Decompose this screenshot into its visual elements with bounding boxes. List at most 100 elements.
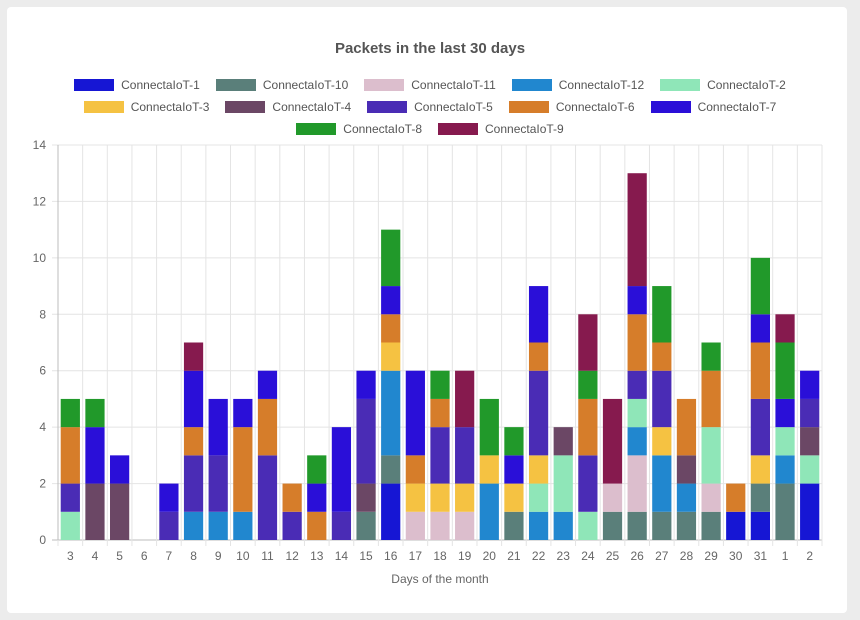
bar-segment (701, 370, 721, 428)
bar-segment (800, 427, 820, 456)
bar-segment (257, 398, 278, 456)
bar-segment (60, 511, 80, 540)
legend-item[interactable]: ConnectaIoT-2 (660, 78, 786, 92)
legend-label: ConnectaIoT-7 (697, 100, 777, 114)
legend-item[interactable]: ConnectaIoT-1 (74, 78, 200, 92)
legend-swatch (508, 101, 549, 113)
x-tick-label: 4 (92, 549, 99, 563)
legend-label: ConnectaIoT-3 (130, 100, 210, 114)
bar-segment (775, 455, 795, 484)
y-tick-label: 10 (33, 251, 47, 265)
bar-segment (455, 483, 475, 512)
bar-segment (528, 286, 549, 343)
legend-item[interactable]: ConnectaIoT-10 (215, 78, 349, 92)
bar-segment (208, 511, 228, 540)
bar-segment (430, 398, 450, 428)
bar-segment (750, 398, 770, 456)
bar-segment (430, 511, 450, 540)
bar-segment (627, 455, 647, 512)
bar-segment (578, 314, 598, 371)
bar-segment (183, 370, 204, 428)
bar-segment (381, 370, 401, 456)
x-tick-label: 13 (310, 549, 324, 563)
x-tick-label: 16 (384, 549, 398, 563)
bar-segment (578, 398, 598, 456)
bar-segment (775, 483, 795, 540)
legend-item[interactable]: ConnectaIoT-4 (225, 100, 351, 114)
x-tick-label: 21 (507, 549, 521, 563)
legend-label: ConnectaIoT-10 (262, 78, 349, 92)
legend-label: ConnectaIoT-11 (411, 78, 496, 92)
bar-segment (504, 483, 524, 512)
bar-segment (750, 511, 770, 540)
bar-segment (430, 370, 450, 399)
y-tick-label: 12 (33, 194, 47, 208)
bar-segment (800, 370, 820, 399)
bar-segment (701, 483, 721, 512)
bar-segment (257, 455, 278, 540)
legend-swatch (367, 101, 408, 113)
bar-segment (504, 427, 524, 456)
x-tick-label: 29 (704, 549, 718, 563)
x-tick-label: 10 (236, 549, 250, 563)
bar-segment (381, 314, 401, 343)
bar-segment (528, 370, 549, 456)
legend-label: ConnectaIoT-9 (485, 122, 564, 136)
legend-item[interactable]: ConnectaIoT-12 (511, 78, 644, 92)
legend-item[interactable]: ConnectaIoT-8 (296, 122, 422, 136)
bar-segment (627, 511, 647, 540)
bar-segment (208, 455, 228, 512)
bar-segment (528, 511, 549, 540)
x-tick-label: 12 (285, 549, 299, 563)
bar-segment (307, 511, 327, 540)
bar-segment (627, 427, 647, 456)
bar-segment (750, 483, 770, 512)
legend-swatch (438, 123, 478, 135)
bar-segment (676, 483, 697, 512)
legend-item[interactable]: ConnectaIoT-6 (508, 100, 635, 114)
bar-segment (183, 342, 204, 371)
bar-segment (479, 483, 499, 540)
bar-segment (726, 483, 746, 512)
legend-swatch (215, 79, 256, 91)
bar-segment (627, 286, 647, 315)
x-tick-label: 11 (261, 549, 274, 563)
x-tick-label: 24 (581, 549, 595, 563)
bar-segment (282, 511, 302, 540)
bar-segment (381, 342, 401, 371)
legend-item[interactable]: ConnectaIoT-3 (83, 100, 210, 114)
legend-item[interactable]: ConnectaIoT-11 (364, 78, 496, 92)
bar-segment (528, 483, 549, 512)
legend-item[interactable]: ConnectaIoT-9 (438, 122, 564, 136)
bar-segment (85, 398, 105, 428)
y-tick-label: 14 (33, 138, 47, 152)
bar-segment (282, 483, 302, 512)
bar-segment (183, 511, 204, 540)
bar-segment (430, 427, 450, 484)
legend-item[interactable]: ConnectaIoT-7 (650, 100, 777, 114)
bar-segment (85, 483, 105, 540)
y-tick-label: 4 (39, 420, 46, 434)
bar-segment (208, 398, 228, 456)
x-tick-label: 15 (359, 549, 373, 563)
y-tick-label: 2 (39, 477, 46, 491)
x-tick-label: 23 (557, 549, 571, 563)
x-tick-label: 28 (680, 549, 694, 563)
bar-segment (578, 370, 598, 399)
x-tick-label: 1 (782, 549, 789, 563)
bar-segment (800, 483, 820, 540)
legend-item[interactable]: ConnectaIoT-5 (367, 100, 493, 114)
bar-segment (110, 483, 130, 540)
legend-swatch (511, 79, 552, 91)
bar-segment (331, 427, 352, 512)
bar-segment (627, 314, 647, 371)
bar-segment (479, 398, 499, 456)
x-tick-label: 3 (67, 549, 74, 563)
bar-segment (405, 511, 425, 540)
bar-segment (553, 427, 573, 456)
legend-label: ConnectaIoT-5 (414, 100, 493, 114)
y-tick-label: 6 (39, 364, 46, 378)
legend-label: ConnectaIoT-2 (707, 78, 786, 92)
legend-swatch (74, 79, 115, 91)
bar-segment (60, 483, 80, 512)
